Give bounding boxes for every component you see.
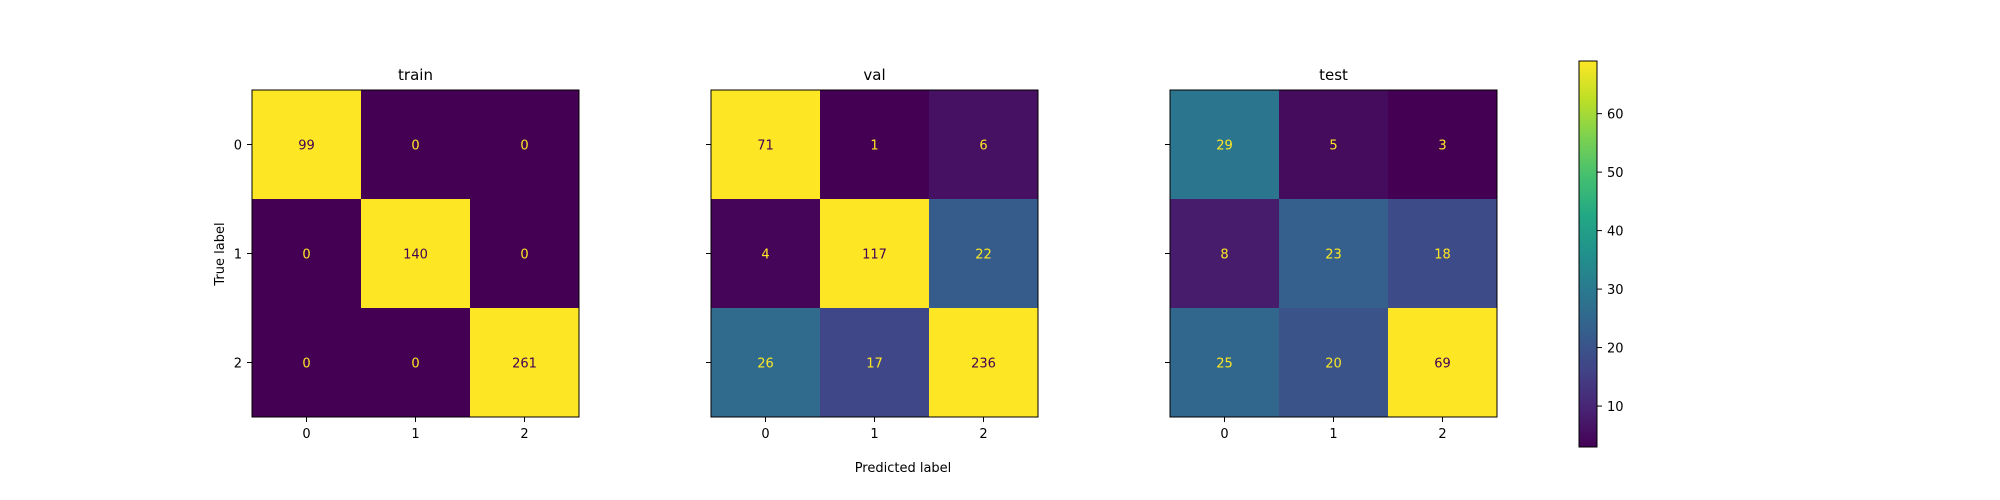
- x-tick-label: 0: [1220, 427, 1228, 442]
- matrix-cell: [1388, 90, 1498, 200]
- cell-value-label: 23: [1325, 248, 1342, 263]
- x-tick-label: 0: [302, 427, 310, 442]
- cell-value-label: 8: [1220, 248, 1228, 263]
- cell-value-label: 236: [971, 357, 996, 372]
- x-tick-label: 2: [1438, 427, 1446, 442]
- colorbar: 10 20 30 40 50 60: [1578, 60, 1624, 448]
- x-tick-label: 0: [761, 427, 769, 442]
- cell-value-label: 1: [870, 139, 878, 154]
- matrix-cell: [470, 308, 580, 418]
- panel-train: 99 0 0 0 140 0 0 0 261 train 0 1 2 0 1 2: [234, 66, 580, 442]
- colorbar-tick-label: 60: [1607, 108, 1624, 123]
- matrix-cell: [1170, 308, 1280, 418]
- cell-value-label: 4: [761, 248, 769, 263]
- cell-value-label: 0: [302, 248, 310, 263]
- cell-value-label: 17: [866, 357, 883, 372]
- cell-value-label: 71: [757, 139, 774, 154]
- colorbar-tick-label: 10: [1607, 400, 1624, 415]
- matrix-cell: [252, 90, 362, 200]
- y-tick-label: 1: [234, 248, 242, 263]
- cell-value-label: 0: [520, 248, 528, 263]
- matrix-cell: [820, 308, 930, 418]
- cell-value-label: 69: [1434, 357, 1451, 372]
- matrix-cell: [470, 90, 580, 200]
- matrix-cell: [361, 199, 471, 309]
- x-tick-label: 1: [411, 427, 419, 442]
- panel-val: 71 1 6 4 117 22 26 17 236 val 0 1 2: [706, 66, 1039, 442]
- matrix-cell: [711, 199, 821, 309]
- x-tick-label: 2: [979, 427, 987, 442]
- matrix-cell: [252, 308, 362, 418]
- matrix-cell: [252, 199, 362, 309]
- matrix-cell: [1279, 199, 1389, 309]
- matrix-cell: [820, 90, 930, 200]
- matrix-cell: [1388, 199, 1498, 309]
- matrix-cell: [711, 90, 821, 200]
- matrix-cell: [711, 308, 821, 418]
- matrix-cell: [820, 199, 930, 309]
- panel-title: test: [1319, 66, 1348, 84]
- cell-value-label: 0: [520, 139, 528, 154]
- matrix-cell: [361, 308, 471, 418]
- x-tick-label: 1: [1329, 427, 1337, 442]
- matrix-cell: [1388, 308, 1498, 418]
- colorbar-tick-label: 20: [1607, 342, 1624, 357]
- cell-value-label: 18: [1434, 248, 1451, 263]
- matrix-cell: [1170, 90, 1280, 200]
- panel-test: 29 5 3 8 23 18 25 20 69 test 0 1 2: [1165, 66, 1498, 442]
- cell-value-label: 140: [403, 248, 428, 263]
- x-axis-label: Predicted label: [855, 461, 952, 476]
- matrix-cell: [470, 199, 580, 309]
- cell-value-label: 26: [757, 357, 774, 372]
- cell-value-label: 22: [975, 248, 992, 263]
- matrix-cell: [1170, 199, 1280, 309]
- matrix-cell: [929, 308, 1039, 418]
- matrix-cell: [361, 90, 471, 200]
- cell-value-label: 25: [1216, 357, 1233, 372]
- cell-value-label: 99: [298, 139, 315, 154]
- y-tick-label: 0: [234, 139, 242, 154]
- panel-title: train: [398, 66, 433, 84]
- cell-value-label: 3: [1438, 139, 1446, 154]
- cell-value-label: 5: [1329, 139, 1337, 154]
- cell-value-label: 0: [411, 357, 419, 372]
- colorbar-tick-label: 30: [1607, 283, 1624, 298]
- matrix-cell: [929, 199, 1039, 309]
- matrix-cell: [1279, 90, 1389, 200]
- matrix-cell: [1279, 308, 1389, 418]
- cell-value-label: 0: [302, 357, 310, 372]
- colorbar-tick-label: 40: [1607, 225, 1624, 240]
- x-tick-label: 1: [870, 427, 878, 442]
- cell-value-label: 0: [411, 139, 419, 154]
- cell-value-label: 29: [1216, 139, 1233, 154]
- colorbar-tick-label: 50: [1607, 166, 1624, 181]
- x-tick-label: 2: [520, 427, 528, 442]
- y-tick-label: 2: [234, 357, 242, 372]
- panel-title: val: [863, 66, 885, 84]
- cell-value-label: 261: [512, 357, 537, 372]
- y-axis-label: True label: [213, 222, 228, 286]
- cell-value-label: 117: [862, 248, 887, 263]
- cell-value-label: 20: [1325, 357, 1342, 372]
- matrix-cell: [929, 90, 1039, 200]
- colorbar-gradient: [1578, 60, 1598, 448]
- cell-value-label: 6: [979, 139, 987, 154]
